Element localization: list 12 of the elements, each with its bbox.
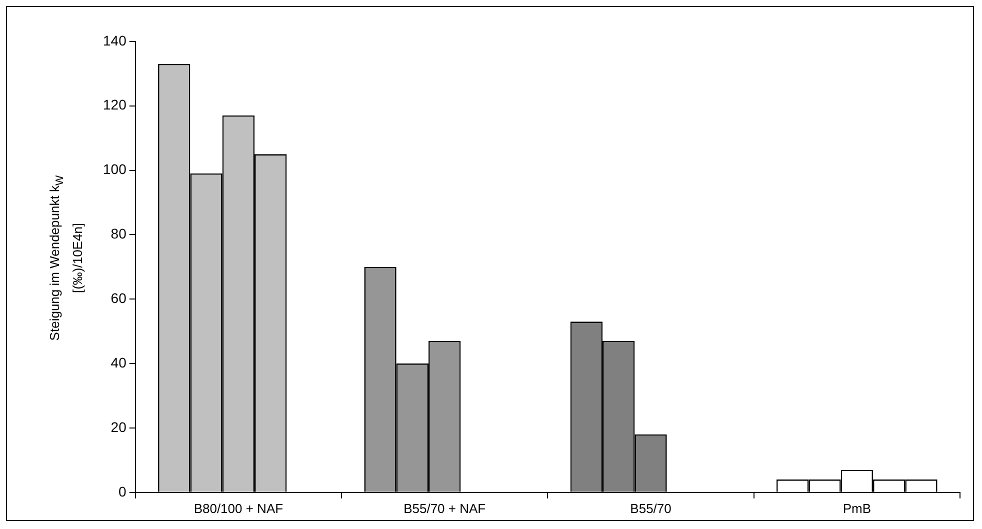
y-tick-label: 100 bbox=[103, 161, 127, 178]
x-tick-label: B55/70 + NAF bbox=[404, 500, 486, 516]
y-tick-label: 120 bbox=[103, 96, 127, 113]
y-tick-label: 40 bbox=[110, 354, 127, 370]
y-tick-label: 0 bbox=[118, 483, 127, 500]
y-tick-label: 60 bbox=[110, 290, 127, 306]
y-tick-label: 140 bbox=[103, 32, 127, 48]
x-tick-label: B55/70 bbox=[630, 500, 672, 516]
x-tick-label: PmB bbox=[842, 500, 872, 516]
y-tick-label: 20 bbox=[110, 418, 127, 435]
y-tick-label: 80 bbox=[110, 226, 127, 242]
x-tick-label: B80/100 + NAF bbox=[194, 500, 284, 516]
